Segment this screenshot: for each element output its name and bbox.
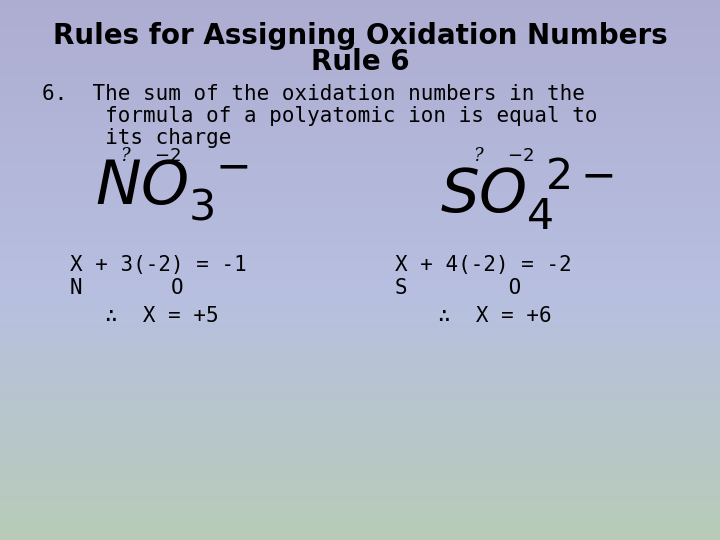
Text: X + 3(-2) = -1: X + 3(-2) = -1 [70,255,247,275]
Text: Rules for Assigning Oxidation Numbers: Rules for Assigning Oxidation Numbers [53,22,667,50]
Text: formula of a polyatomic ion is equal to: formula of a polyatomic ion is equal to [42,106,598,126]
Text: its charge: its charge [42,128,231,148]
Text: S        O: S O [395,278,521,298]
Text: $-2$: $-2$ [153,147,181,165]
Text: ∴  X = +5: ∴ X = +5 [105,306,219,326]
Text: ∴  X = +6: ∴ X = +6 [438,306,552,326]
Text: X + 4(-2) = -2: X + 4(-2) = -2 [395,255,572,275]
Text: ?: ? [120,147,130,165]
Text: Rule 6: Rule 6 [311,48,409,76]
Text: N       O: N O [70,278,184,298]
Text: 6.  The sum of the oxidation numbers in the: 6. The sum of the oxidation numbers in t… [42,84,585,104]
Text: $-2$: $-2$ [507,147,534,165]
Text: $SO_4^{\ 2-}$: $SO_4^{\ 2-}$ [440,157,614,232]
Text: $NO_3^{\ -}$: $NO_3^{\ -}$ [95,157,248,223]
Text: ?: ? [473,147,483,165]
